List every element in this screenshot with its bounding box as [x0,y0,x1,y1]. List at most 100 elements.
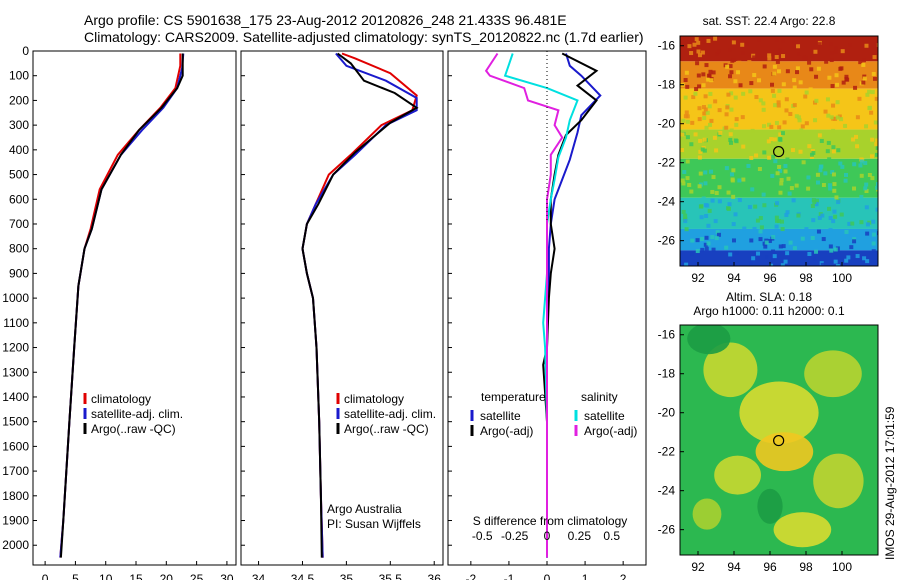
sst-cell [772,137,777,142]
sst-cell [731,168,736,173]
sst-cell [829,115,834,120]
sst-cell [714,148,719,153]
sst-cell [864,205,869,210]
sst-cell [784,213,789,218]
sst-cell [831,145,836,150]
sst-cell [853,85,858,90]
sst-cell [699,215,704,220]
sst-cell [696,49,701,54]
sst-cell [684,110,689,115]
x-tick-label: 1 [582,572,589,580]
sst-cell [821,183,826,188]
sst-cell [698,149,703,154]
sst-cell [685,84,690,89]
sst-cell [775,171,780,176]
sst-cell [770,258,775,263]
sst-cell [804,90,809,95]
sst-cell [792,78,797,83]
sst-cell [771,235,776,240]
sst-cell [809,67,814,72]
sla-patch [755,432,814,472]
sst-cell [729,70,734,75]
sst-cell [733,95,738,100]
sst-cell [772,254,777,259]
y-tick-label: 700 [9,217,29,231]
sst-cell [823,171,828,176]
sst-cell [697,184,702,189]
sst-cell [689,51,694,56]
sst-cell [792,246,797,251]
sst-cell [867,89,872,94]
sst-cell [701,72,706,77]
sst-cell [706,223,711,228]
sst-cell [702,148,707,153]
sst-cell [786,176,791,181]
sst-cell [801,55,806,60]
series-line-salinity-2 [503,53,579,558]
sst-cell [798,80,803,85]
sst-cell [829,58,834,63]
sst-cell [816,66,821,71]
y-tick-label: -18 [658,78,676,92]
sst-cell [825,149,830,154]
sst-cell [777,164,782,169]
sst-cell [698,171,703,176]
sst-cell [762,203,767,208]
sst-cell [810,236,815,241]
x-tick-label: 0 [42,572,49,580]
x-tick-label: 30 [220,572,234,580]
sst-cell [824,59,829,64]
sst-cell [780,227,785,232]
sst-cell [766,139,771,144]
sst-cell [859,220,864,225]
sst-cell [747,205,752,210]
sst-cell [748,260,753,265]
sst-cell [740,42,745,47]
legend-label: satellite [584,409,625,423]
sst-cell [788,240,793,245]
sst-cell [844,74,849,79]
sst-cell [803,94,808,99]
sst-cell [725,105,730,110]
sst-cell [810,204,815,209]
sst-cell [867,106,872,111]
sst-cell [703,170,708,175]
sst-cell [777,88,782,93]
sst-cell [724,112,729,117]
sst-cell [817,215,822,220]
sst-cell [819,138,824,143]
sst-cell [831,149,836,154]
sst-cell [700,50,705,55]
sst-cell [753,204,758,209]
sst-cell [764,254,769,259]
sst-cell [685,135,690,140]
sst-cell [680,178,685,183]
y-tick-label: 2000 [2,538,29,552]
x-tick-label: 96 [763,271,777,285]
sst-cell [701,196,706,201]
sst-cell [774,120,779,125]
sst-map-frame [679,35,879,267]
sst-cell [706,77,711,82]
sst-cell [788,111,793,116]
sst-cell [863,186,868,191]
sst-cell [827,157,832,162]
sst-cell [787,191,792,196]
sst-cell [729,128,734,133]
sst-cell [807,60,812,65]
sst-cell [852,239,857,244]
sst-cell [758,237,763,242]
sst-cell [749,155,754,160]
sst-cell [858,60,863,65]
sst-cell [774,224,779,229]
sst-cell [785,251,790,256]
sst-cell [763,244,768,249]
sst-cell [858,163,863,168]
sst-cell [818,168,823,173]
sst-cell [707,73,712,78]
sst-cell [770,82,775,87]
sst-cell [704,214,709,219]
sst-cell [741,177,746,182]
sst-cell [778,244,783,249]
sst-cell [697,117,702,122]
